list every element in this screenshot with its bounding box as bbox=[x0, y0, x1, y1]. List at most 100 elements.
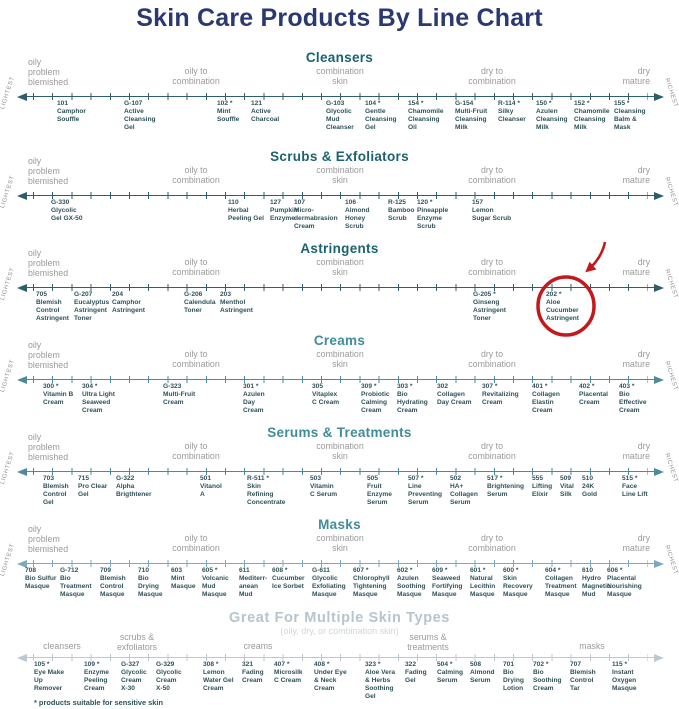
product-entry: 407 * Microsilk C Cream bbox=[274, 661, 303, 685]
skin-type-label: dry to combination bbox=[468, 349, 516, 370]
product-entry: 504 * Calming Serum bbox=[437, 661, 464, 685]
product-entry: 510 24K Gold bbox=[582, 475, 598, 499]
skin-type-label: combination skin bbox=[316, 165, 364, 186]
skin-type-label: dry mature bbox=[622, 533, 650, 554]
product-entry: G-154 Multi-Fruit Cleansing Milk bbox=[455, 100, 488, 132]
product-entry: 501 Vitanol A bbox=[200, 475, 222, 499]
axis-line bbox=[17, 653, 664, 662]
axis-center-line bbox=[20, 194, 661, 197]
skin-type-label: dry to combination bbox=[468, 533, 516, 554]
product-entry: 127 Pumpkin Enzyme bbox=[270, 199, 298, 223]
product-entry: 109 * Enzyme Peeling Cream bbox=[84, 661, 109, 693]
product-entry: 303 * Bio Hydrating Cream bbox=[397, 383, 428, 415]
section-title: Cleansers bbox=[305, 50, 374, 65]
product-entry: 321 Fading Cream bbox=[242, 661, 264, 685]
product-entry: 601 * Natural Lecithin Masque bbox=[470, 567, 496, 599]
product-entry: 110 Herbal Peeling Gel bbox=[228, 199, 264, 223]
product-entry: 509 Vital Silk bbox=[560, 475, 574, 499]
product-entry: 701 Bio Drying Lotion bbox=[503, 661, 524, 693]
axis-center-line bbox=[20, 95, 661, 98]
product-entry: 600 * Skin Recovery Masque bbox=[503, 567, 533, 599]
section-masks: Masks oily problem blemished oily to combi… bbox=[0, 517, 679, 617]
product-entry: 323 * Aloe Vera & Herbs Soothing Gel bbox=[365, 661, 396, 701]
product-entry: 555 Lifting Elixir bbox=[532, 475, 553, 499]
skin-type-label: oily to combination bbox=[172, 165, 220, 186]
product-entry: 508 Almond Serum bbox=[470, 661, 495, 685]
product-entry: 709 Blemish Control Masque bbox=[100, 567, 126, 599]
section-title: Serums & Treatments bbox=[267, 425, 412, 440]
footnote: * products suitable for sensitive skin bbox=[34, 698, 163, 707]
product-entry: 702 * Bio Soothing Cream bbox=[533, 661, 562, 693]
axis-line bbox=[17, 191, 664, 200]
skin-type-label: oily to combination bbox=[172, 441, 220, 462]
product-entry: 401 * Collagen Elastin Cream bbox=[532, 383, 560, 415]
section-subtitle: (oily, dry, or combination skin) bbox=[280, 626, 399, 636]
product-entry: R-114 * Silky Cleanser bbox=[498, 100, 526, 124]
axis-line bbox=[17, 283, 664, 292]
category-label: masks bbox=[579, 641, 605, 651]
product-entry: G-103 Glycolic Mud Cleanser bbox=[326, 100, 354, 132]
section-serums-treatments: Serums & Treatments oily problem blemishe… bbox=[0, 425, 679, 525]
product-entry: 606 * Placental Nourishing Masque bbox=[607, 567, 642, 599]
skin-type-label: oily problem blemished bbox=[28, 248, 69, 279]
section-title: Great For Multiple Skin Types bbox=[229, 610, 450, 626]
edge-label-lightest: LIGHTEST bbox=[0, 174, 17, 210]
product-entry: 609 * Seaweed Fortifying Masque bbox=[432, 567, 463, 599]
product-entry: G-327 Glycolic Cream X-30 bbox=[121, 661, 147, 693]
product-entry: 202 * Aloe Cucumber Astringent bbox=[546, 291, 579, 323]
axis-line bbox=[17, 92, 664, 101]
product-entry: 703 Blemish Control Gel bbox=[43, 475, 69, 507]
skin-type-label: oily problem blemished bbox=[28, 156, 69, 187]
skin-type-label: dry mature bbox=[622, 165, 650, 186]
product-entry: 307 * Revitalizing Cream bbox=[482, 383, 519, 407]
product-entry: 115 * Instant Oxygen Masque bbox=[612, 661, 637, 693]
product-entry: G-712 Bio Treatment Masque bbox=[60, 567, 92, 599]
edge-label-lightest: LIGHTEST bbox=[0, 358, 17, 394]
skin-type-label: combination skin bbox=[316, 349, 364, 370]
product-entry: 505 Fruit Enzyme Serum bbox=[367, 475, 392, 507]
skin-type-label: oily problem blemished bbox=[28, 432, 69, 463]
skin-type-label: combination skin bbox=[316, 533, 364, 554]
axis-center-line bbox=[20, 378, 661, 381]
product-entry: 602 * Azulen Soothing Masque bbox=[397, 567, 426, 599]
axis-line bbox=[17, 375, 664, 384]
skin-type-label: oily to combination bbox=[172, 533, 220, 554]
product-entry: 710 Bio Drying Masque bbox=[138, 567, 163, 599]
product-entry: 408 * Under Eye & Neck Cream bbox=[314, 661, 347, 693]
product-entry: G-330 Glycolic Gel GX-50 bbox=[51, 199, 83, 223]
product-entry: G-611 Glycolic Exfoliating Masque bbox=[312, 567, 346, 599]
product-entry: 106 Almond Honey Scrub bbox=[345, 199, 370, 231]
section-title: Creams bbox=[313, 333, 366, 348]
product-entry: 403 * Bio Effective Cream bbox=[619, 383, 647, 415]
product-entry: 611 Mediterr- anean Mud bbox=[239, 567, 268, 599]
product-entry: 604 * Collagen Treatment Masque bbox=[545, 567, 577, 599]
section-title: Scrubs & Exfoliators bbox=[270, 149, 409, 164]
product-entry: 605 * Volcanic Mud Masque bbox=[202, 567, 229, 599]
skin-type-label: oily problem blemished bbox=[28, 57, 69, 88]
product-entry: 105 * Eye Make Up Remover bbox=[34, 661, 65, 693]
skin-type-label: combination skin bbox=[316, 441, 364, 462]
product-entry: G-206 Calendula Toner bbox=[184, 291, 216, 315]
product-entry: 507 * Line Preventing Serum bbox=[408, 475, 443, 507]
product-entry: 322 Fading Gel bbox=[405, 661, 427, 685]
category-label: creams bbox=[243, 641, 273, 651]
category-label: serums & treatments bbox=[407, 632, 449, 653]
axis-center-line bbox=[20, 470, 661, 473]
product-entry: 150 * Azulen Cleansing Milk bbox=[536, 100, 568, 132]
product-entry: 707 Blemish Control Tar bbox=[570, 661, 596, 693]
edge-label-lightest: LIGHTEST bbox=[0, 75, 17, 111]
section-cleansers: Cleansers oily problem blemished oily to c… bbox=[0, 50, 679, 150]
product-entry: G-329 Glycolic Cream X-50 bbox=[156, 661, 182, 693]
category-label: cleansers bbox=[43, 641, 81, 651]
product-entry: 301 * Azulen Day Cream bbox=[243, 383, 265, 415]
product-entry: 101 Camphor Souffle bbox=[57, 100, 86, 124]
product-entry: 607 * Chlorophyll Tightening Masque bbox=[353, 567, 390, 599]
skin-type-label: dry to combination bbox=[468, 66, 516, 87]
skin-type-label: dry mature bbox=[622, 441, 650, 462]
product-entry: G-207 Eucalyptus Astringent Toner bbox=[74, 291, 110, 323]
product-entry: 304 * Ultra Light Seaweed Cream bbox=[82, 383, 115, 415]
skin-type-label: oily to combination bbox=[172, 349, 220, 370]
skin-type-label: oily to combination bbox=[172, 257, 220, 278]
page-title: Skin Care Products By Line Chart bbox=[136, 4, 543, 32]
